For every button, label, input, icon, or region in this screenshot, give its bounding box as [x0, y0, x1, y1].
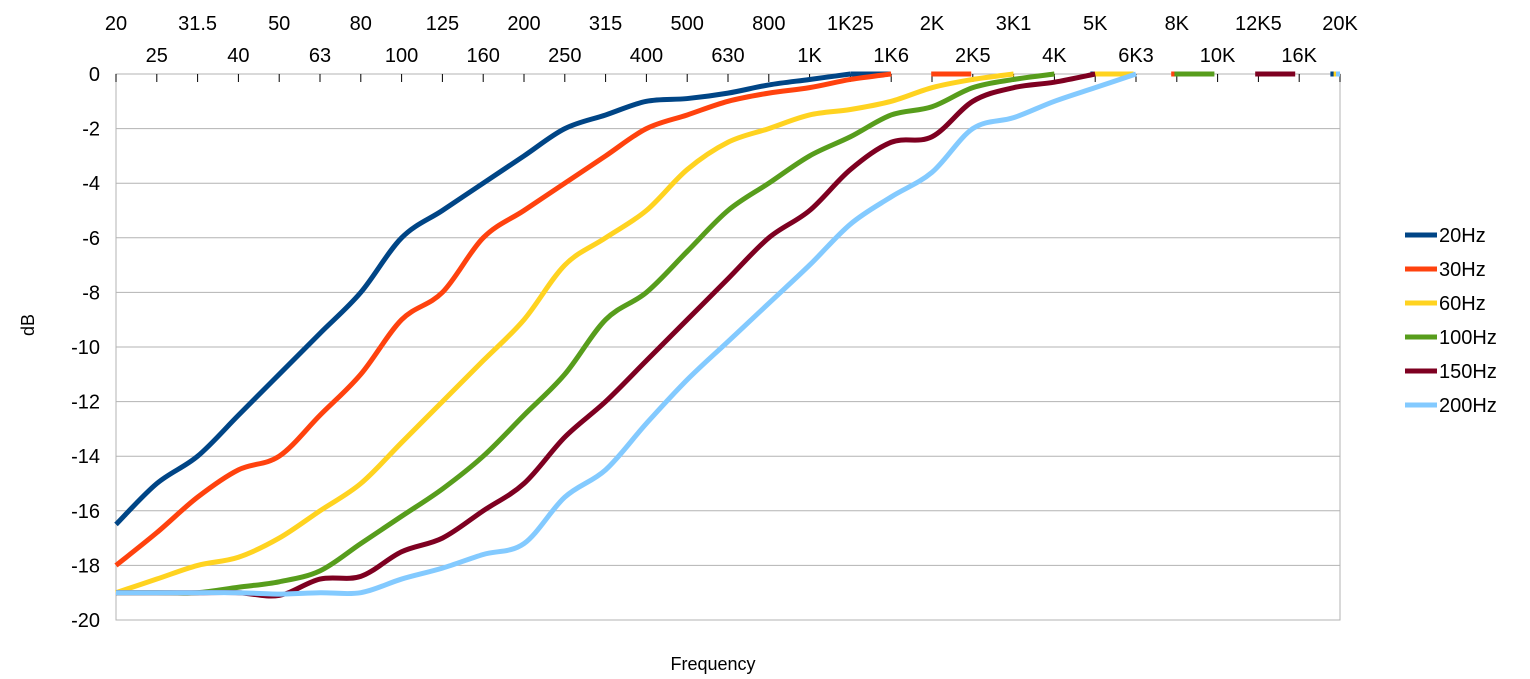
x-tick-label: 315 — [589, 13, 622, 35]
x-axis-tick-labels: 20 25 31.5 40 50 63 80 100 125 160 200 250 315 400 500… — [105, 13, 1359, 67]
x-tick-label: 16K — [1281, 45, 1317, 67]
y-axis-tick-labels: 0 -2 -4 -6 -8 -10 -12 -14 -16 -18 -20 — [71, 64, 100, 632]
x-tick-label: 31.5 — [178, 13, 217, 35]
y-tick-label: -2 — [82, 119, 100, 141]
y-tick-label: -4 — [82, 173, 100, 195]
x-tick-label: 400 — [630, 45, 663, 67]
x-tick-label: 1K25 — [827, 13, 874, 35]
legend-label: 150Hz — [1439, 361, 1497, 383]
series-line-30hz — [114, 71, 892, 568]
x-tick-label: 500 — [671, 13, 704, 35]
x-tick-label: 4K — [1042, 45, 1067, 67]
x-tick-label: 25 — [146, 45, 168, 67]
legend: 20Hz 30Hz 60Hz 100Hz 150Hz 200Hz — [1405, 225, 1497, 417]
legend-label: 20Hz — [1439, 225, 1486, 247]
series-line-100hz — [115, 71, 1055, 596]
x-tick-label: 100 — [385, 45, 418, 67]
y-axis-title: dB — [18, 314, 38, 336]
x-tick-label: 1K6 — [873, 45, 909, 67]
x-tick-label: 125 — [426, 13, 459, 35]
x-tick-label: 8K — [1165, 13, 1190, 35]
x-tick-label: 2K5 — [955, 45, 991, 67]
y-tick-label: 0 — [89, 64, 100, 86]
x-tick-label: 250 — [548, 45, 581, 67]
x-tick-label: 80 — [350, 13, 372, 35]
y-tick-label: -6 — [82, 228, 100, 250]
legend-label: 200Hz — [1439, 395, 1497, 417]
legend-label: 30Hz — [1439, 259, 1486, 281]
y-tick-label: -14 — [71, 446, 100, 468]
legend-label: 100Hz — [1439, 327, 1497, 349]
x-tick-label: 20K — [1322, 13, 1358, 35]
x-tick-label: 1K — [797, 45, 822, 67]
x-tick-label: 10K — [1200, 45, 1236, 67]
y-tick-label: -20 — [71, 610, 100, 632]
x-tick-label: 800 — [752, 13, 785, 35]
x-tick-label: 40 — [227, 45, 249, 67]
x-tick-label: 3K1 — [996, 13, 1032, 35]
legend-label: 60Hz — [1439, 293, 1486, 315]
x-tick-label: 5K — [1083, 13, 1108, 35]
x-tick-label: 630 — [711, 45, 744, 67]
y-tick-label: -18 — [71, 555, 100, 577]
series-line-20hz — [114, 71, 851, 527]
x-tick-label: 20 — [105, 13, 127, 35]
y-tick-label: -12 — [71, 392, 100, 414]
series-line-60hz — [115, 71, 1014, 596]
x-tick-label: 160 — [467, 45, 500, 67]
x-tick-label: 12K5 — [1235, 13, 1282, 35]
x-tick-label: 6K3 — [1118, 45, 1154, 67]
x-tick-label: 50 — [268, 13, 290, 35]
series-line-200hz — [115, 71, 1137, 597]
y-tick-label: -8 — [82, 282, 100, 304]
x-axis-title: Frequency — [670, 654, 755, 674]
series-lines — [114, 71, 1340, 599]
y-tick-label: -10 — [71, 337, 100, 359]
x-tick-label: 200 — [507, 13, 540, 35]
y-tick-label: -16 — [71, 501, 100, 523]
x-tick-label: 2K — [920, 13, 945, 35]
x-tick-label: 63 — [309, 45, 331, 67]
